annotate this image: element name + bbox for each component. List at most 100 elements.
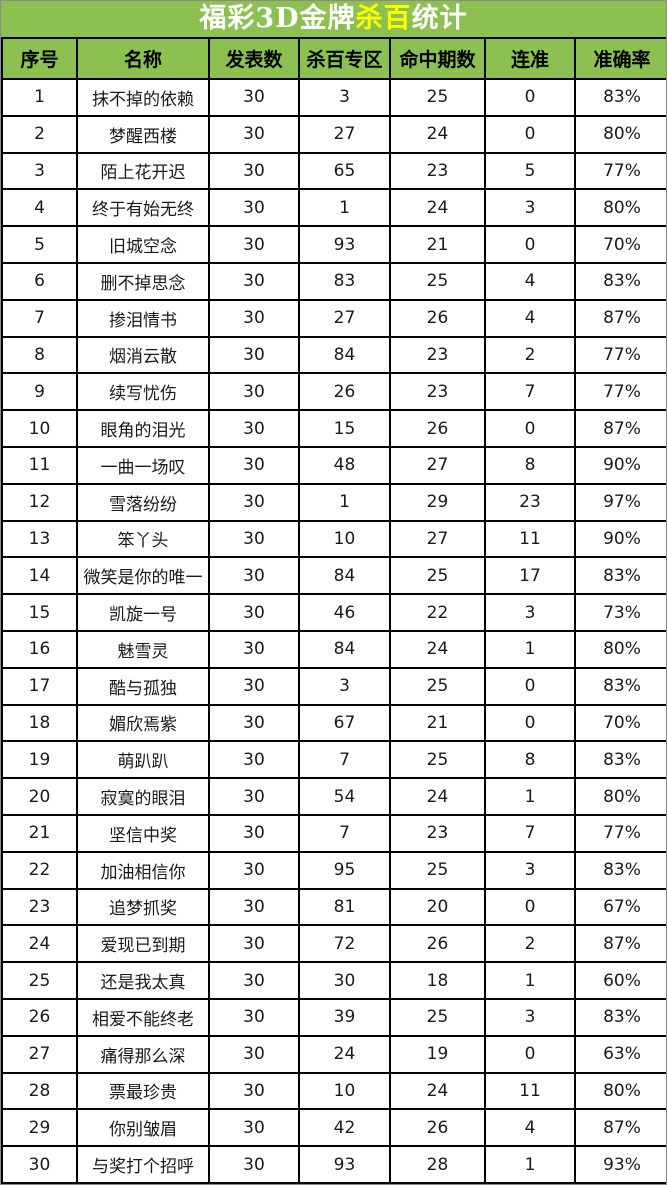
table-cell: 13	[1, 519, 78, 559]
table-row: 21 坚信中奖 30 7 23 7 77%	[1, 813, 666, 853]
table-cell: 3	[1, 151, 78, 191]
table-cell: 18	[1, 703, 78, 743]
table-row: 15 凯旋一号 30 46 22 3 73%	[1, 593, 666, 632]
table-row: 28 票最珍贵 30 10 24 11 80%	[1, 1071, 666, 1111]
table-cell: 87%	[574, 409, 666, 448]
table-cell: 3	[484, 188, 576, 228]
table-cell: 雪落纷纷	[76, 482, 210, 522]
table-cell: 83%	[574, 261, 666, 301]
table-cell: 陌上花开迟	[76, 151, 210, 191]
table-cell: 12	[1, 482, 78, 522]
table-row: 1 抹不掉的依赖 30 3 25 0 83%	[1, 78, 666, 117]
table-cell: 4	[484, 298, 576, 338]
table-cell: 67%	[574, 887, 666, 927]
table-cell: 2	[1, 114, 78, 154]
column-header: 发表数	[208, 37, 300, 80]
table-cell: 16	[1, 629, 78, 669]
table-cell: 萌趴趴	[76, 740, 210, 780]
table-cell: 84	[298, 335, 391, 375]
table-row: 24 爱现已到期 30 72 26 2 87%	[1, 924, 666, 964]
table-cell: 8	[484, 445, 576, 485]
table-cell: 30	[208, 924, 300, 964]
table-cell: 续写忧伤	[76, 372, 210, 412]
table-cell: 21	[389, 225, 486, 264]
table-cell: 80%	[574, 1071, 666, 1111]
table-cell: 3	[484, 593, 576, 632]
table-cell: 加油相信你	[76, 850, 210, 890]
table-cell: 笨丫头	[76, 519, 210, 559]
table-cell: 87%	[574, 298, 666, 338]
table-cell: 30	[208, 629, 300, 669]
table-cell: 25	[389, 78, 486, 117]
table-row: 27 痛得那么深 30 24 19 0 63%	[1, 1034, 666, 1074]
table-cell: 70%	[574, 225, 666, 264]
table-row: 5 旧城空念 30 93 21 0 70%	[1, 225, 666, 264]
table-cell: 80%	[574, 114, 666, 154]
table-cell: 70%	[574, 703, 666, 743]
table-cell: 25	[389, 556, 486, 596]
table-cell: 10	[298, 519, 391, 559]
table-cell: 24	[389, 629, 486, 669]
table-cell: 39	[298, 997, 391, 1037]
table-cell: 魅雪灵	[76, 629, 210, 669]
table-row: 2 梦醒西楼 30 27 24 0 80%	[1, 114, 666, 154]
table-cell: 寂寞的眼泪	[76, 777, 210, 816]
table-cell: 9	[1, 372, 78, 412]
table-cell: 83%	[574, 78, 666, 117]
table-cell: 15	[1, 593, 78, 632]
table-cell: 27	[298, 298, 391, 338]
table-cell: 83%	[574, 850, 666, 890]
table-cell: 0	[484, 409, 576, 448]
table-row: 22 加油相信你 30 95 25 3 83%	[1, 850, 666, 890]
table-cell: 30	[208, 225, 300, 264]
table-cell: 30	[208, 114, 300, 154]
table-cell: 凯旋一号	[76, 593, 210, 632]
table-row: 3 陌上花开迟 30 65 23 5 77%	[1, 151, 666, 191]
table-cell: 24	[1, 924, 78, 964]
table-cell: 87%	[574, 1108, 666, 1148]
table-cell: 抹不掉的依赖	[76, 78, 210, 117]
table-cell: 25	[389, 850, 486, 890]
table-cell: 87%	[574, 924, 666, 964]
table-cell: 30	[208, 335, 300, 375]
table-cell: 28	[389, 1145, 486, 1184]
table-cell: 83%	[574, 666, 666, 706]
table-row: 16 魅雪灵 30 84 24 1 80%	[1, 629, 666, 669]
table-cell: 83%	[574, 556, 666, 596]
table-cell: 30	[208, 703, 300, 743]
table-cell: 23	[389, 335, 486, 375]
table-cell: 1	[484, 1145, 576, 1184]
table-cell: 30	[208, 188, 300, 228]
table-cell: 26	[389, 409, 486, 448]
title-suffix: 统计	[411, 3, 468, 34]
table-cell: 你别皱眉	[76, 1108, 210, 1148]
table-cell: 24	[389, 114, 486, 154]
table-cell: 25	[389, 997, 486, 1037]
column-header: 序号	[1, 37, 78, 80]
table-cell: 24	[389, 1071, 486, 1111]
header-row: 序号 名称 发表数 杀百专区 命中期数 连准 准确率	[1, 37, 666, 80]
table-cell: 30	[208, 151, 300, 191]
table-cell: 25	[389, 740, 486, 780]
table-cell: 1	[298, 482, 391, 522]
table-cell: 30	[208, 261, 300, 301]
table-cell: 26	[389, 298, 486, 338]
table-cell: 5	[1, 225, 78, 264]
table-cell: 1	[484, 777, 576, 816]
table-cell: 8	[1, 335, 78, 375]
table-cell: 7	[1, 298, 78, 338]
table-cell: 67	[298, 703, 391, 743]
table-cell: 0	[484, 1034, 576, 1074]
table-cell: 83	[298, 261, 391, 301]
table-cell: 17	[1, 666, 78, 706]
table-cell: 23	[389, 372, 486, 412]
table-cell: 30	[208, 1034, 300, 1074]
table-cell: 72	[298, 924, 391, 964]
table-cell: 65	[298, 151, 391, 191]
table-row: 12 雪落纷纷 30 1 29 23 97%	[1, 482, 666, 522]
table-row: 26 相爱不能终老 30 39 25 3 83%	[1, 997, 666, 1037]
table-cell: 梦醒西楼	[76, 114, 210, 154]
table-cell: 30	[208, 409, 300, 448]
table-cell: 30	[208, 372, 300, 412]
